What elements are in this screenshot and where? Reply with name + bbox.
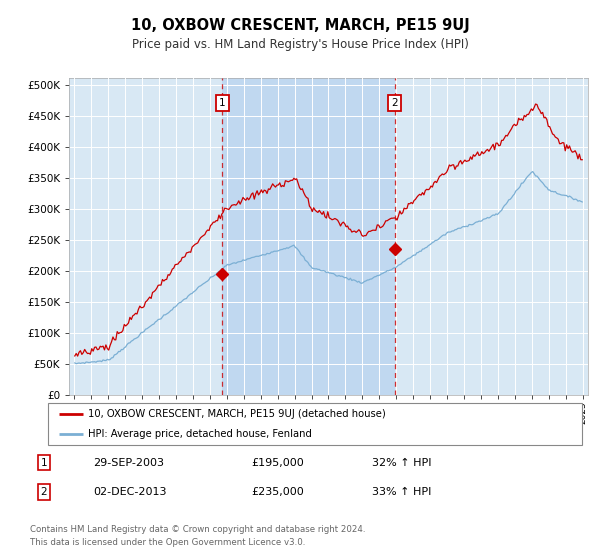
- Text: 10, OXBOW CRESCENT, MARCH, PE15 9UJ: 10, OXBOW CRESCENT, MARCH, PE15 9UJ: [131, 18, 469, 32]
- Text: 2: 2: [392, 98, 398, 108]
- Text: HPI: Average price, detached house, Fenland: HPI: Average price, detached house, Fenl…: [88, 429, 312, 438]
- Bar: [223, 78, 395, 395]
- Text: 02-DEC-2013: 02-DEC-2013: [94, 487, 167, 497]
- Text: Contains HM Land Registry data © Crown copyright and database right 2024.
This d: Contains HM Land Registry data © Crown c…: [30, 525, 365, 548]
- Text: £195,000: £195,000: [251, 458, 304, 468]
- Text: 2: 2: [40, 487, 47, 497]
- Text: 29-SEP-2003: 29-SEP-2003: [94, 458, 164, 468]
- FancyBboxPatch shape: [48, 403, 582, 445]
- Text: 33% ↑ HPI: 33% ↑ HPI: [372, 487, 431, 497]
- Text: 10, OXBOW CRESCENT, MARCH, PE15 9UJ (detached house): 10, OXBOW CRESCENT, MARCH, PE15 9UJ (det…: [88, 409, 386, 419]
- Text: 1: 1: [219, 98, 226, 108]
- Text: Price paid vs. HM Land Registry's House Price Index (HPI): Price paid vs. HM Land Registry's House …: [131, 38, 469, 52]
- Text: £235,000: £235,000: [251, 487, 304, 497]
- Text: 32% ↑ HPI: 32% ↑ HPI: [372, 458, 432, 468]
- Text: 1: 1: [40, 458, 47, 468]
